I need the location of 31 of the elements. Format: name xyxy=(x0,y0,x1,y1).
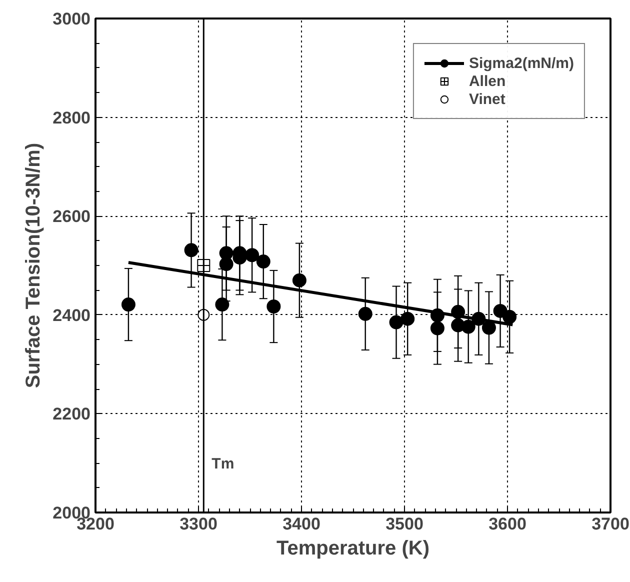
y-tick-label: 3000 xyxy=(52,10,91,28)
x-tick-label: 3700 xyxy=(592,514,630,534)
x-axis-title: Temperature (K) xyxy=(276,538,430,560)
x-tick-label: 3400 xyxy=(282,514,320,534)
point xyxy=(482,320,496,335)
point xyxy=(245,248,260,262)
ref-line-label: Tm xyxy=(212,456,234,472)
x-tick-label: 3300 xyxy=(180,514,218,534)
point xyxy=(266,300,281,314)
point xyxy=(215,298,230,312)
y-tick-label: 2600 xyxy=(52,207,91,226)
point xyxy=(292,273,306,288)
point xyxy=(461,320,476,334)
point xyxy=(184,243,198,258)
y-tick-label: 2800 xyxy=(52,108,91,128)
x-tick-label: 3500 xyxy=(386,514,424,534)
legend-label: Vinet xyxy=(468,90,506,108)
point xyxy=(256,254,270,269)
point xyxy=(219,257,234,272)
legend-label: Allen xyxy=(468,72,506,90)
point xyxy=(400,312,415,326)
y-axis-title: Surface Tension(10-3N/m) xyxy=(22,142,45,388)
point xyxy=(121,298,136,312)
x-tick-label: 3600 xyxy=(488,514,526,534)
point xyxy=(430,321,444,336)
y-tick-label: 2400 xyxy=(52,306,91,325)
y-tick-label: 2200 xyxy=(52,404,91,424)
point xyxy=(502,310,517,324)
point xyxy=(389,315,404,330)
point xyxy=(358,306,372,321)
legend-label: Sigma2(mN/m) xyxy=(468,54,574,72)
